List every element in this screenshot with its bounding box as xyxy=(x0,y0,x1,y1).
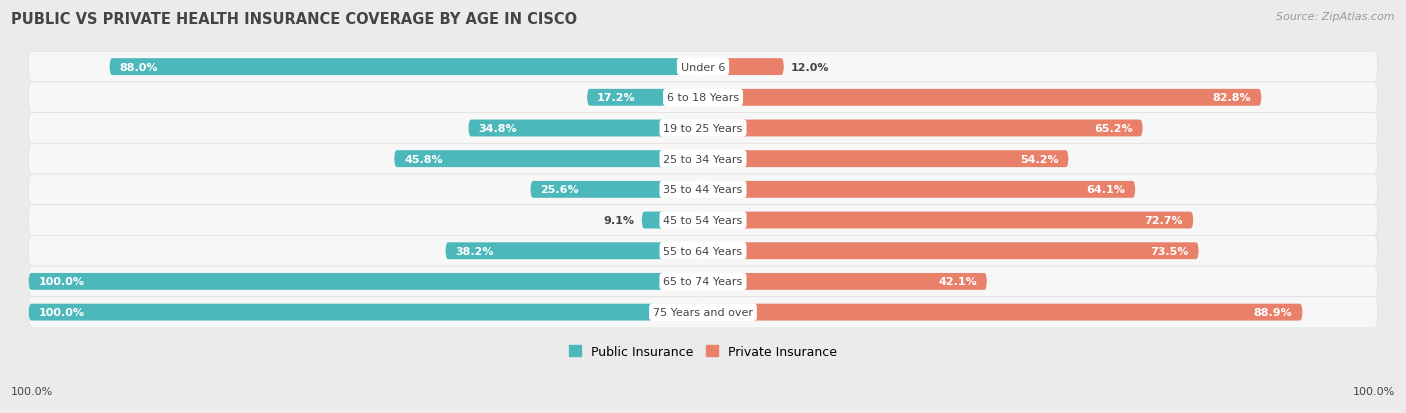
FancyBboxPatch shape xyxy=(530,181,703,198)
FancyBboxPatch shape xyxy=(468,120,703,137)
Text: Under 6: Under 6 xyxy=(681,62,725,72)
FancyBboxPatch shape xyxy=(703,59,785,76)
Text: 45 to 54 Years: 45 to 54 Years xyxy=(664,216,742,225)
FancyBboxPatch shape xyxy=(394,151,703,168)
Text: 25.6%: 25.6% xyxy=(540,185,579,195)
Text: Source: ZipAtlas.com: Source: ZipAtlas.com xyxy=(1277,12,1395,22)
FancyBboxPatch shape xyxy=(28,144,1378,175)
Text: 82.8%: 82.8% xyxy=(1213,93,1251,103)
Text: 72.7%: 72.7% xyxy=(1144,216,1184,225)
Text: 100.0%: 100.0% xyxy=(11,387,53,396)
FancyBboxPatch shape xyxy=(28,113,1378,144)
FancyBboxPatch shape xyxy=(28,175,1378,205)
Text: 100.0%: 100.0% xyxy=(1353,387,1395,396)
Text: 73.5%: 73.5% xyxy=(1150,246,1188,256)
FancyBboxPatch shape xyxy=(703,151,1069,168)
Text: 88.9%: 88.9% xyxy=(1254,307,1292,317)
FancyBboxPatch shape xyxy=(703,273,987,290)
Text: 25 to 34 Years: 25 to 34 Years xyxy=(664,154,742,164)
Text: PUBLIC VS PRIVATE HEALTH INSURANCE COVERAGE BY AGE IN CISCO: PUBLIC VS PRIVATE HEALTH INSURANCE COVER… xyxy=(11,12,578,27)
FancyBboxPatch shape xyxy=(28,273,703,290)
Text: 100.0%: 100.0% xyxy=(38,277,84,287)
FancyBboxPatch shape xyxy=(703,120,1143,137)
Text: 17.2%: 17.2% xyxy=(598,93,636,103)
Text: 34.8%: 34.8% xyxy=(478,123,517,134)
FancyBboxPatch shape xyxy=(28,297,1378,328)
Text: 45.8%: 45.8% xyxy=(404,154,443,164)
FancyBboxPatch shape xyxy=(641,212,703,229)
Text: 38.2%: 38.2% xyxy=(456,246,494,256)
Text: 75 Years and over: 75 Years and over xyxy=(652,307,754,317)
FancyBboxPatch shape xyxy=(703,90,1261,107)
FancyBboxPatch shape xyxy=(28,304,703,321)
FancyBboxPatch shape xyxy=(703,243,1199,259)
FancyBboxPatch shape xyxy=(703,212,1194,229)
Text: 6 to 18 Years: 6 to 18 Years xyxy=(666,93,740,103)
FancyBboxPatch shape xyxy=(28,205,1378,236)
Text: 100.0%: 100.0% xyxy=(38,307,84,317)
FancyBboxPatch shape xyxy=(28,83,1378,113)
FancyBboxPatch shape xyxy=(586,90,703,107)
Text: 88.0%: 88.0% xyxy=(120,62,157,72)
FancyBboxPatch shape xyxy=(28,236,1378,266)
Text: 9.1%: 9.1% xyxy=(603,216,636,225)
Text: 55 to 64 Years: 55 to 64 Years xyxy=(664,246,742,256)
FancyBboxPatch shape xyxy=(110,59,703,76)
FancyBboxPatch shape xyxy=(446,243,703,259)
Text: 64.1%: 64.1% xyxy=(1087,185,1125,195)
Text: 35 to 44 Years: 35 to 44 Years xyxy=(664,185,742,195)
Text: 19 to 25 Years: 19 to 25 Years xyxy=(664,123,742,134)
FancyBboxPatch shape xyxy=(703,181,1136,198)
FancyBboxPatch shape xyxy=(703,304,1302,321)
FancyBboxPatch shape xyxy=(28,266,1378,297)
Legend: Public Insurance, Private Insurance: Public Insurance, Private Insurance xyxy=(564,340,842,363)
Text: 65 to 74 Years: 65 to 74 Years xyxy=(664,277,742,287)
Text: 12.0%: 12.0% xyxy=(790,62,830,72)
Text: 65.2%: 65.2% xyxy=(1094,123,1133,134)
Text: 42.1%: 42.1% xyxy=(938,277,977,287)
Text: 54.2%: 54.2% xyxy=(1019,154,1059,164)
FancyBboxPatch shape xyxy=(28,52,1378,83)
